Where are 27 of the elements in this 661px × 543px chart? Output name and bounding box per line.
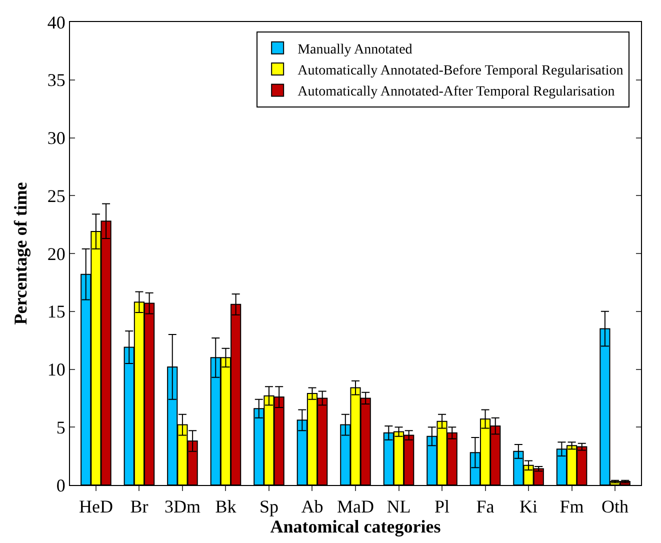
- x-tick-label: Pl: [434, 496, 450, 517]
- y-tick-label: 0: [56, 475, 66, 496]
- legend-label: Automatically Annotated-Before Temporal Regularisation: [298, 64, 624, 79]
- x-tick-label: MaD: [337, 496, 374, 517]
- y-tick-label: 20: [47, 244, 66, 264]
- x-tick-label: Ab: [301, 496, 324, 517]
- y-tick-label: 5: [56, 417, 66, 438]
- y-tick-label: 15: [47, 302, 66, 322]
- legend-label: Automatically Annotated-After Temporal Regularisation: [298, 84, 615, 100]
- x-tick-label: Bk: [215, 496, 236, 517]
- x-tick-label: Fm: [560, 496, 584, 517]
- x-tick-label: NL: [386, 496, 411, 517]
- x-tick-label: Ki: [520, 496, 538, 517]
- x-tick-label: Br: [130, 496, 148, 517]
- x-tick-label: HeD: [78, 496, 113, 517]
- x-tick-label: Fa: [476, 496, 494, 517]
- x-tick-label: Sp: [259, 496, 278, 517]
- y-tick-label: 25: [47, 186, 66, 206]
- y-tick-label: 40: [47, 12, 66, 32]
- y-tick-label: 10: [47, 360, 66, 380]
- x-axis-title: Anatomical categories: [270, 516, 441, 537]
- y-tick-label: 35: [47, 70, 66, 90]
- y-axis-title: Percentage of time: [10, 182, 31, 325]
- x-tick-label: 3Dm: [164, 496, 200, 517]
- x-tick-label: Oth: [602, 496, 629, 517]
- y-tick-label: 30: [47, 128, 66, 148]
- legend-label: Manually Annotated: [298, 42, 412, 58]
